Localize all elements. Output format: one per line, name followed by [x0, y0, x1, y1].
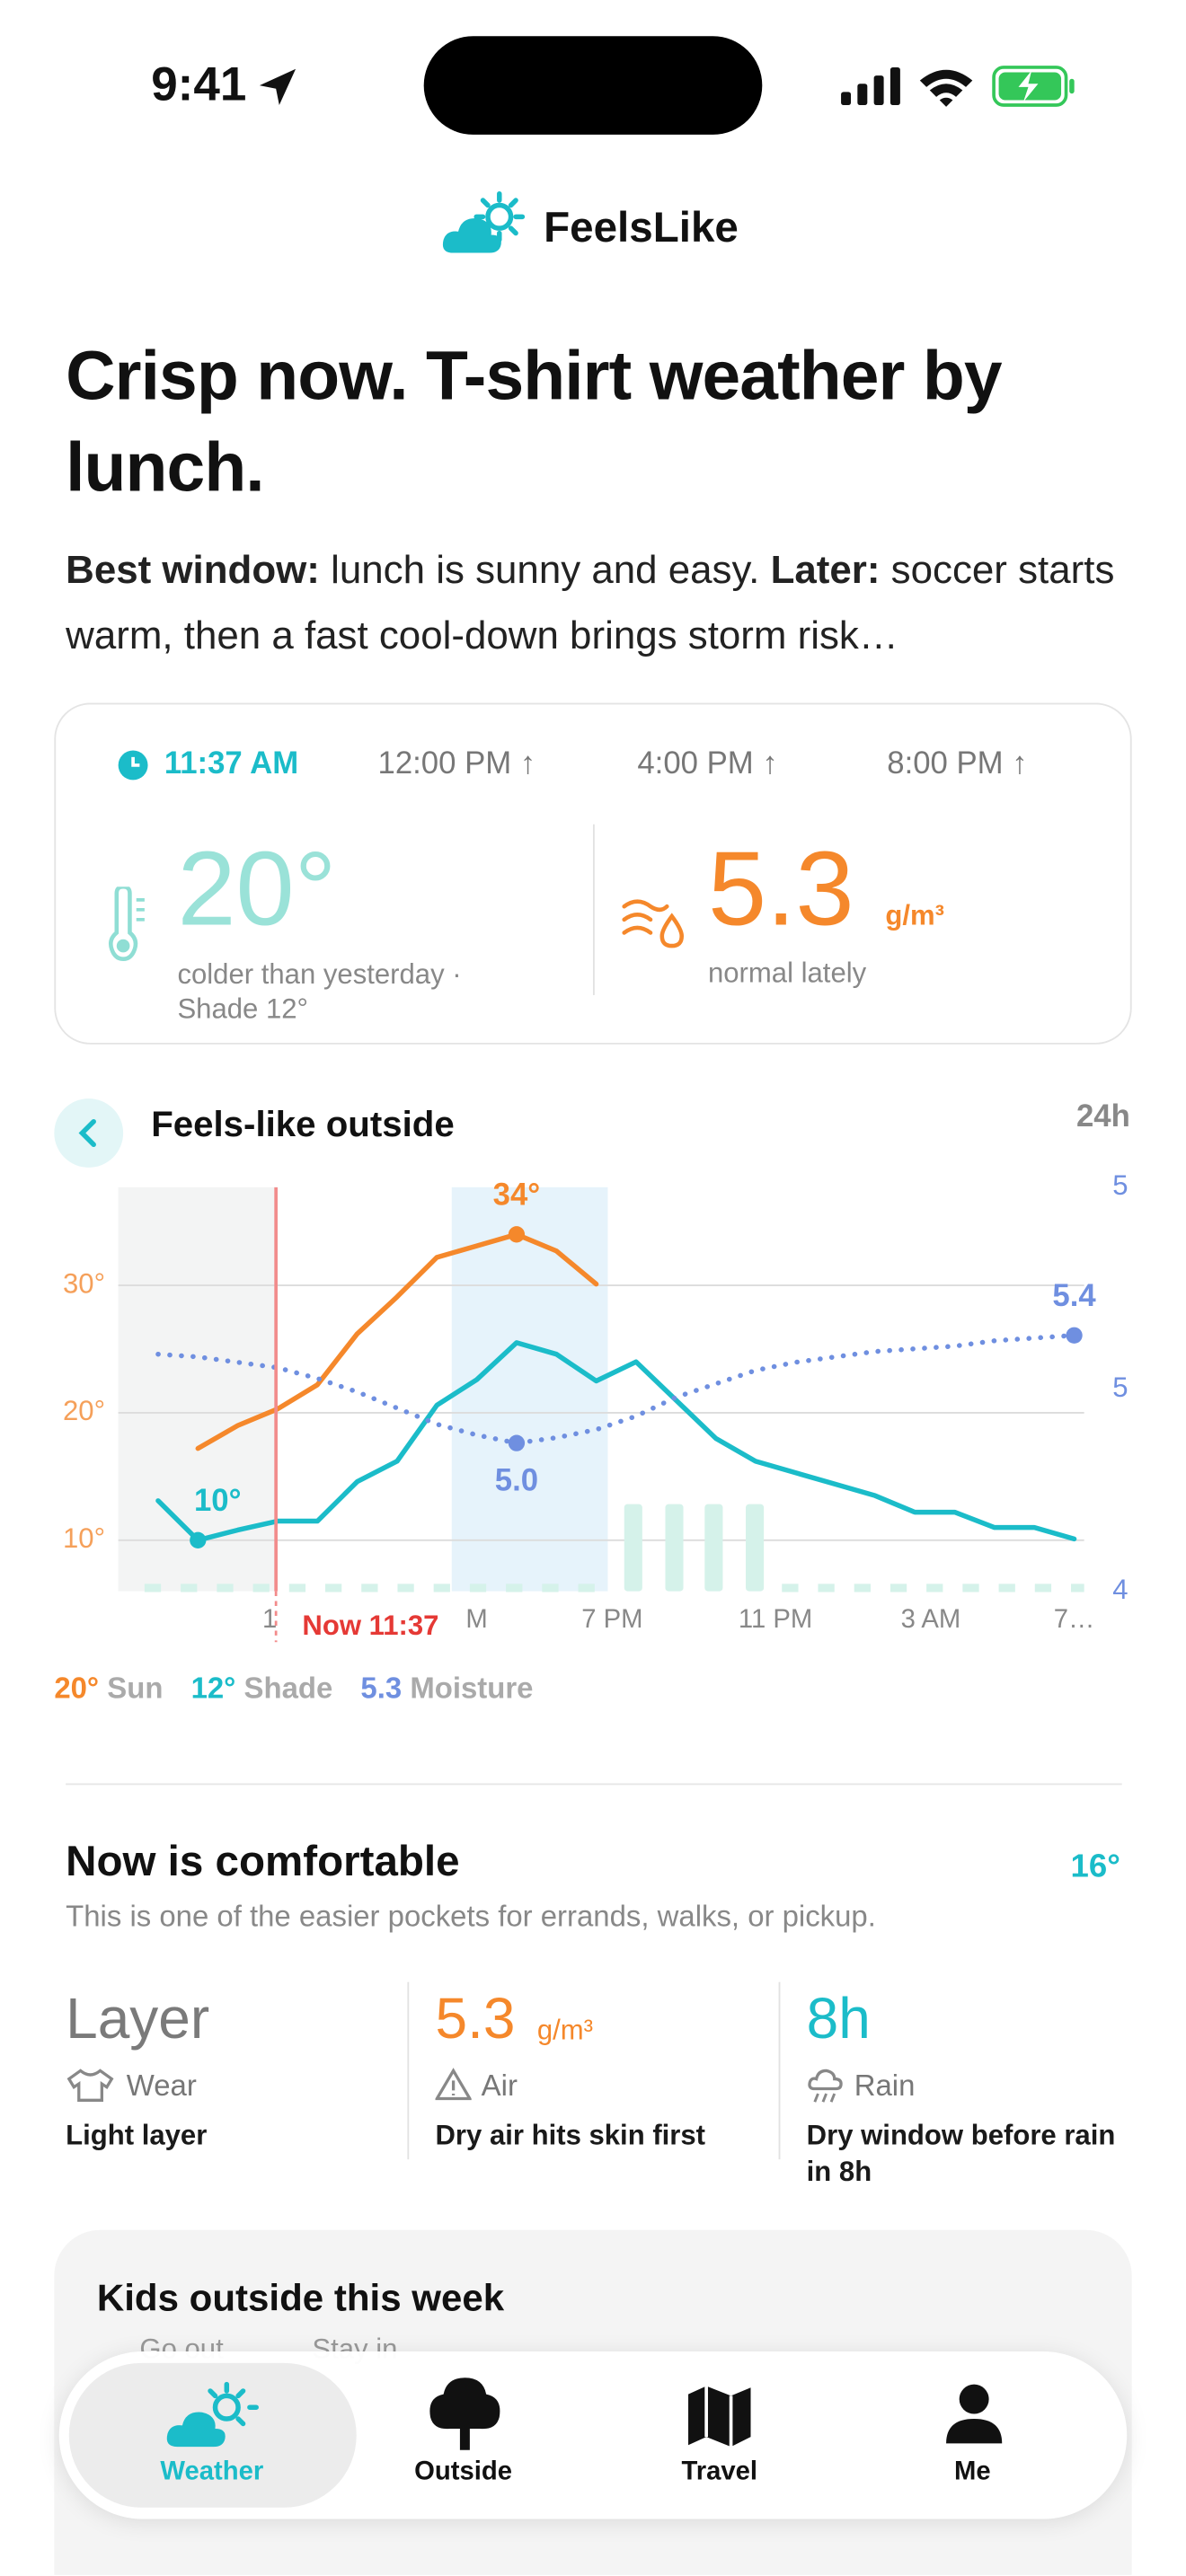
stat-value: Layer — [66, 1987, 210, 2051]
rain-icon — [808, 2069, 843, 2103]
comfort-subtitle: This is one of the easier pockets for er… — [66, 1900, 876, 1933]
series-line — [155, 1332, 1077, 1446]
data-point — [508, 1226, 526, 1243]
line-layer: 34° 10° 5.0 5.4 — [155, 1178, 1096, 1548]
data-label: 5.4 — [1052, 1279, 1096, 1313]
stat-label: Air — [481, 2069, 518, 2103]
tab[interactable]: Travel — [681, 2457, 758, 2486]
tab[interactable]: Outside — [414, 2457, 513, 2486]
separator — [66, 1783, 1122, 1786]
rain-bars — [144, 1504, 1084, 1592]
time-chip[interactable]: 11:37 AM — [164, 746, 299, 782]
chart: 34° 10° 5.0 5.4 Now 11:37 10° 20° 30° 4 5 5 1 M 7 P… — [63, 1169, 1128, 1645]
legend: 20° Sun 12° Shade 5.3 Moisture — [54, 1672, 533, 1706]
thermometer-icon — [109, 887, 145, 961]
wear-icon — [66, 2069, 114, 2102]
series-line — [195, 1231, 599, 1451]
x-tick-label: M — [465, 1605, 487, 1634]
tab[interactable]: Me — [953, 2457, 991, 2486]
data-label: 10° — [194, 1484, 242, 1518]
moisture-value: 5.3 — [707, 829, 854, 948]
stat-detail: Dry air hits skin first — [435, 2120, 706, 2152]
stat-value: 5.3 — [435, 1987, 516, 2051]
grid-layer — [118, 1284, 1084, 1541]
comfort-score: 16° — [1070, 1848, 1120, 1885]
app-name: FeelsLike — [544, 201, 739, 251]
now-label-bg — [288, 1606, 467, 1645]
stat-value: 8h — [806, 1987, 871, 2051]
comfort-title: Now is comfortable — [66, 1835, 460, 1885]
temp-note: colder than yesterday · Shade 12° — [177, 958, 462, 1025]
legend-value: 20° — [54, 1672, 100, 1705]
back-icon — [78, 1118, 96, 1148]
travel-tab-icon — [688, 2386, 751, 2448]
data-point — [508, 1434, 526, 1451]
time-chip[interactable]: 12:00 PM ↑ — [377, 746, 536, 782]
x-tick-label: 7 PM — [581, 1605, 642, 1634]
time-chip[interactable]: 8:00 PM ↑ — [887, 746, 1028, 782]
summary-text: soccer starts warm, then a fast cool-dow… — [66, 548, 1115, 659]
legend-value: 12° — [190, 1672, 236, 1705]
past-region — [118, 1187, 277, 1592]
legend-name: Shade — [243, 1672, 333, 1705]
divider — [778, 1981, 781, 2160]
y2-tick-label: 5 — [1112, 1372, 1128, 1403]
stat-label: Wear — [126, 2069, 197, 2103]
legend-name: Sun — [107, 1672, 164, 1705]
app-logo — [442, 190, 526, 253]
data-point — [1066, 1327, 1083, 1344]
location-icon — [259, 68, 296, 106]
wind-icon — [622, 899, 685, 948]
status-time: 9:41 — [151, 58, 247, 112]
tab[interactable]: Weather — [160, 2457, 264, 2486]
y-tick-label: 20° — [63, 1395, 105, 1426]
summary: Best window: lunch is sunny and easy. La… — [66, 539, 1150, 670]
now-label: Now 11:37 — [302, 1610, 438, 1641]
time-chip[interactable]: 4:00 PM ↑ — [637, 746, 778, 782]
air-icon — [435, 2068, 472, 2101]
summary-label: Later: — [770, 548, 881, 593]
clock-icon — [118, 750, 148, 781]
y-tick-label: 30° — [63, 1267, 105, 1299]
y2-tick-label: 4 — [1112, 1574, 1128, 1605]
x-tick-label: 3 AM — [901, 1605, 961, 1634]
week-title: Kids outside this week — [96, 2275, 505, 2319]
weather-tab-icon — [166, 2381, 259, 2448]
dynamic-island — [423, 36, 763, 135]
best-window-band — [451, 1187, 608, 1592]
outside-tab-icon — [429, 2378, 500, 2450]
summary-text: lunch is sunny and easy. — [331, 548, 760, 593]
moisture-unit: g/m³ — [885, 899, 945, 931]
summary-label: Best window: — [66, 548, 320, 593]
stat-detail: Dry window before rain in 8h — [806, 2120, 1116, 2188]
stat-detail: Light layer — [66, 2120, 208, 2152]
back-button[interactable] — [54, 1098, 124, 1168]
temp-value: 20° — [177, 829, 337, 948]
data-label: 5.0 — [495, 1464, 538, 1498]
legend-name: Moisture — [410, 1672, 534, 1705]
now-card — [54, 702, 1132, 1045]
chart-range: 24h — [1075, 1099, 1130, 1135]
data-point — [190, 1531, 207, 1548]
stat-unit: g/m³ — [536, 2015, 593, 2046]
legend-value: 5.3 — [360, 1672, 403, 1705]
y2-tick-label: 5 — [1112, 1169, 1128, 1201]
series-line — [155, 1340, 1077, 1543]
divider — [592, 824, 595, 995]
moisture-note: normal lately — [707, 957, 867, 989]
status-icons — [841, 66, 1075, 107]
x-tick-label: 7… — [1054, 1605, 1095, 1634]
stat-label: Rain — [854, 2069, 916, 2103]
headline: Crisp now. T-shirt weather by lunch. — [66, 336, 1003, 507]
x-tick-label: 1 — [262, 1605, 277, 1634]
chart-title: Feels-like outside — [151, 1103, 455, 1145]
me-tab-icon — [946, 2384, 1003, 2444]
divider — [407, 1981, 410, 2160]
x-tick-label: 11 PM — [739, 1605, 812, 1634]
data-label: 34° — [493, 1178, 541, 1212]
y-tick-label: 10° — [63, 1522, 105, 1554]
